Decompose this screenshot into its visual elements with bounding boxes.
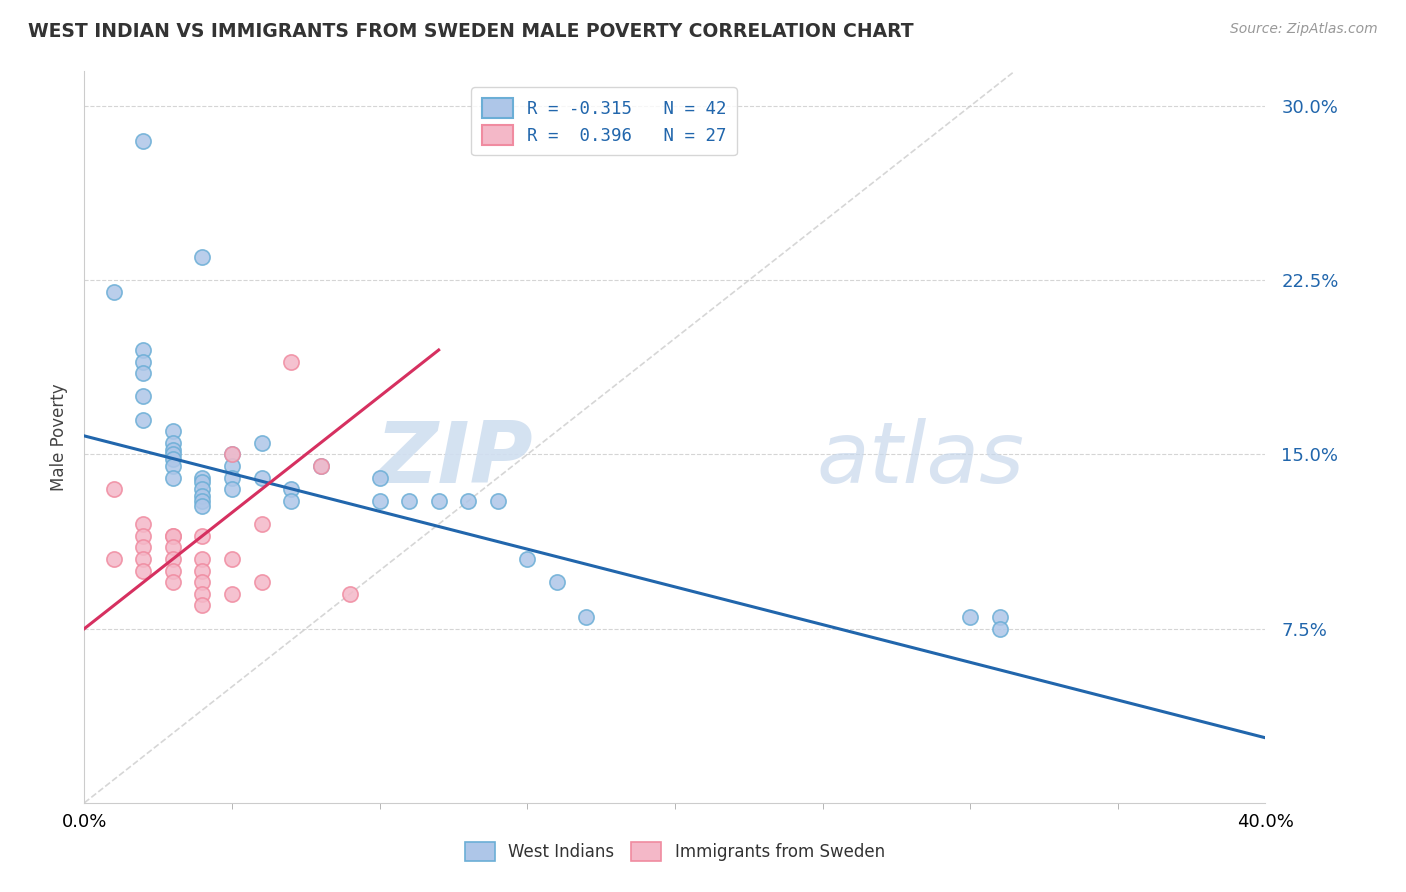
Point [486, 494, 509, 508]
Point [250, 471, 273, 485]
Point [132, 517, 155, 532]
Point [132, 541, 155, 555]
Point [162, 452, 184, 467]
Point [132, 389, 155, 403]
Point [162, 459, 184, 474]
Point [546, 575, 568, 590]
Point [162, 471, 184, 485]
Point [103, 483, 125, 497]
Point [398, 494, 420, 508]
Legend: West Indians, Immigrants from Sweden: West Indians, Immigrants from Sweden [458, 835, 891, 868]
Point [191, 529, 214, 543]
Point [132, 529, 155, 543]
Point [280, 354, 302, 368]
Point [221, 587, 243, 601]
Point [250, 436, 273, 450]
Point [191, 489, 214, 503]
Point [221, 459, 243, 474]
Point [427, 494, 450, 508]
Point [988, 610, 1011, 624]
Point [309, 459, 332, 474]
Point [162, 529, 184, 543]
Point [162, 442, 184, 457]
Point [162, 529, 184, 543]
Point [457, 494, 479, 508]
Point [221, 448, 243, 462]
Point [280, 494, 302, 508]
Point [132, 412, 155, 426]
Text: ZIP: ZIP [375, 417, 533, 500]
Point [191, 552, 214, 566]
Point [162, 564, 184, 578]
Text: WEST INDIAN VS IMMIGRANTS FROM SWEDEN MALE POVERTY CORRELATION CHART: WEST INDIAN VS IMMIGRANTS FROM SWEDEN MA… [28, 22, 914, 41]
Point [162, 552, 184, 566]
Point [162, 575, 184, 590]
Point [162, 424, 184, 438]
Point [221, 552, 243, 566]
Point [191, 599, 214, 613]
Point [575, 610, 598, 624]
Point [191, 250, 214, 264]
Point [368, 471, 391, 485]
Point [221, 471, 243, 485]
Y-axis label: Male Poverty: Male Poverty [49, 384, 67, 491]
Point [280, 483, 302, 497]
Point [191, 575, 214, 590]
Point [103, 285, 125, 299]
Text: Source: ZipAtlas.com: Source: ZipAtlas.com [1230, 22, 1378, 37]
Point [132, 552, 155, 566]
Point [191, 471, 214, 485]
Point [191, 475, 214, 490]
Point [309, 459, 332, 474]
Point [132, 343, 155, 357]
Point [162, 448, 184, 462]
Point [221, 483, 243, 497]
Point [250, 517, 273, 532]
Point [250, 575, 273, 590]
Point [191, 564, 214, 578]
Point [132, 366, 155, 380]
Point [516, 552, 538, 566]
Point [191, 587, 214, 601]
Point [132, 564, 155, 578]
Point [162, 541, 184, 555]
Point [221, 448, 243, 462]
Point [103, 552, 125, 566]
Point [132, 134, 155, 148]
Point [988, 622, 1011, 636]
Point [339, 587, 361, 601]
Point [368, 494, 391, 508]
Point [162, 436, 184, 450]
Point [132, 354, 155, 368]
Point [191, 499, 214, 513]
Point [191, 483, 214, 497]
Text: atlas: atlas [817, 417, 1025, 500]
Point [959, 610, 981, 624]
Point [191, 494, 214, 508]
